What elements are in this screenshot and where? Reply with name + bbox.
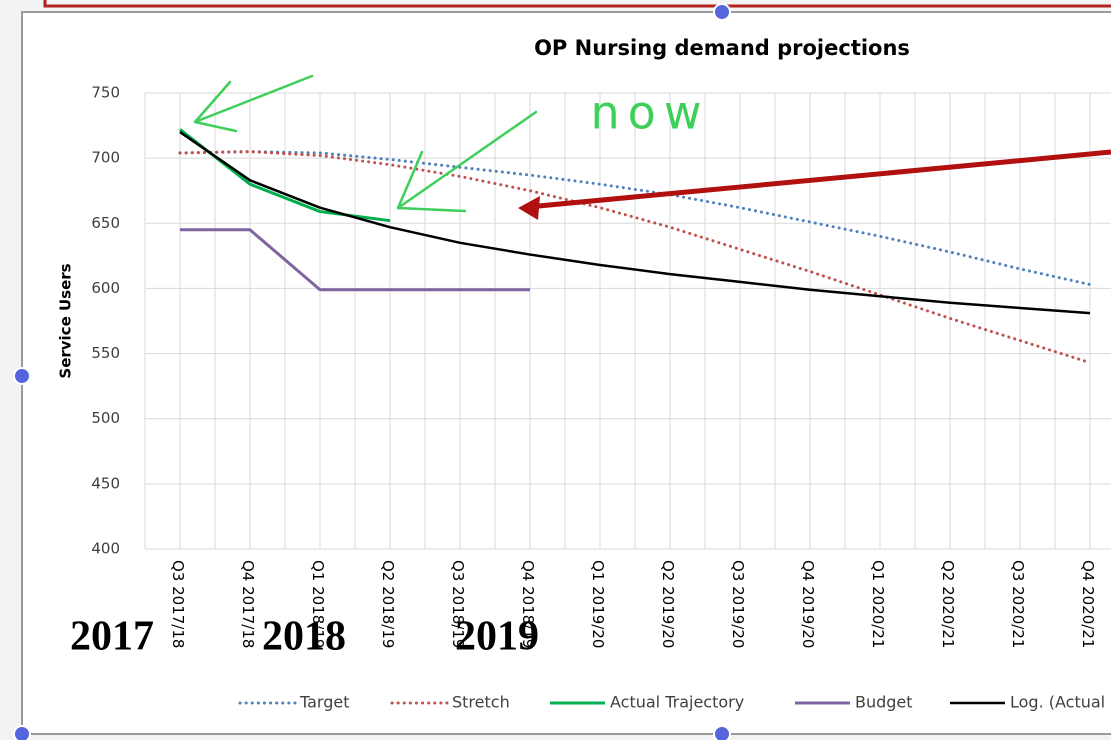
- x-tick-label: Q3 2020/21: [1009, 560, 1027, 648]
- red-arrow-head: [518, 196, 540, 220]
- handle[interactable]: [713, 3, 731, 21]
- green-arrow: [193, 74, 314, 133]
- y-tick-label: 650: [91, 214, 120, 232]
- x-tick-label: Q1 2018/19: [309, 560, 327, 648]
- x-tick-label: Q3 2019/20: [729, 560, 747, 648]
- x-tick-label: Q4 2020/21: [1079, 560, 1097, 648]
- x-tick-label: Q3 2018/19: [449, 560, 467, 648]
- red-arrow: [527, 149, 1111, 210]
- x-tick-label: Q4 2019/20: [799, 560, 817, 648]
- series-line: [178, 150, 1092, 365]
- grid: 400 450 500 550 600 650 700 750 Q3 2017/18 Q4 201…: [91, 84, 1111, 648]
- annotation-year: 2019: [455, 614, 539, 660]
- marks: [178, 128, 1092, 365]
- series-line: [180, 228, 530, 292]
- x-tick-label: Q4 2017/18: [239, 560, 257, 648]
- chart-frame: [21, 11, 1111, 735]
- x-tick-label: Q4 2018/19: [519, 560, 537, 648]
- annotation-year: 2018: [262, 614, 346, 660]
- x-tick-label: Q1 2020/21: [869, 560, 887, 648]
- legend-label: Log. (Actual: [1010, 693, 1105, 712]
- chart-title: OP Nursing demand projections: [534, 36, 910, 60]
- top-box: [43, 0, 1111, 8]
- legend-label: Target: [299, 693, 350, 712]
- x-tick-label: Q1 2019/20: [589, 560, 607, 648]
- y-tick-label: 600: [91, 279, 120, 297]
- green-arrow: [396, 110, 538, 213]
- y-axis-label: Service Users: [57, 263, 75, 378]
- x-tick-label: Q3 2017/18: [169, 560, 187, 648]
- y-tick-label: 500: [91, 409, 120, 427]
- handle[interactable]: [13, 725, 31, 740]
- x-tick-label: Q2 2018/19: [379, 560, 397, 648]
- legend: Target Stretch Actual Trajectory Budget Log.…: [238, 693, 1105, 712]
- handle[interactable]: [13, 367, 31, 385]
- y-tick-label: 700: [91, 149, 120, 167]
- legend-label: Budget: [855, 693, 913, 712]
- handle[interactable]: [713, 725, 731, 740]
- x-tick-label: Q2 2020/21: [939, 560, 957, 648]
- annotation-now: now: [591, 86, 710, 140]
- annotation-year: 2017: [70, 614, 154, 660]
- x-tick-label: Q2 2019/20: [659, 560, 677, 648]
- y-tick-label: 550: [91, 344, 120, 362]
- y-tick-label: 400: [91, 540, 120, 558]
- series-line: [179, 131, 1091, 315]
- legend-label: Stretch: [452, 693, 510, 712]
- y-tick-label: 450: [91, 474, 120, 492]
- y-tick-label: 750: [91, 84, 120, 102]
- series-line: [178, 150, 1092, 287]
- legend-label: Actual Trajectory: [610, 693, 744, 712]
- selection-handles: [13, 3, 731, 740]
